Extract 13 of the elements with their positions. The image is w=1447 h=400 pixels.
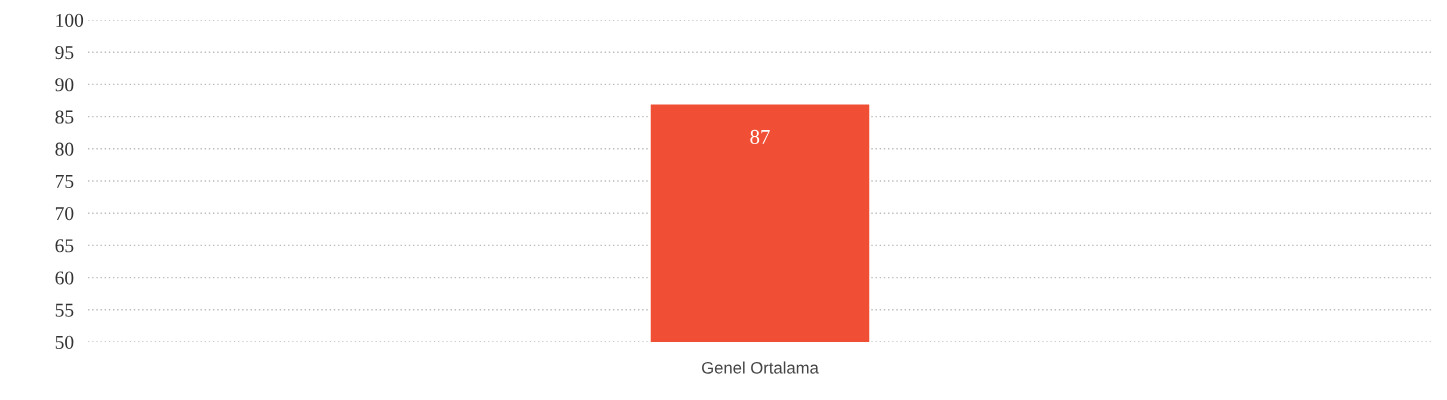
y-tick-label: 70 bbox=[55, 207, 74, 221]
y-tick-label: 75 bbox=[55, 175, 74, 188]
y-tick-label: 90 bbox=[55, 78, 74, 92]
y-tick-label: 100 bbox=[56, 13, 84, 27]
y-tick-label: 95 bbox=[55, 46, 74, 60]
y-tick-label: 80 bbox=[55, 142, 74, 156]
y-tick-label: 85 bbox=[55, 110, 74, 124]
x-tick-label: Genel Ortalama bbox=[702, 361, 819, 374]
y-tick-label: 65 bbox=[55, 239, 74, 253]
y-tick-label: 60 bbox=[55, 271, 74, 285]
data-label: 87 bbox=[750, 129, 770, 144]
y-tick-label: 50 bbox=[55, 335, 74, 349]
y-tick-label: 55 bbox=[55, 303, 74, 317]
